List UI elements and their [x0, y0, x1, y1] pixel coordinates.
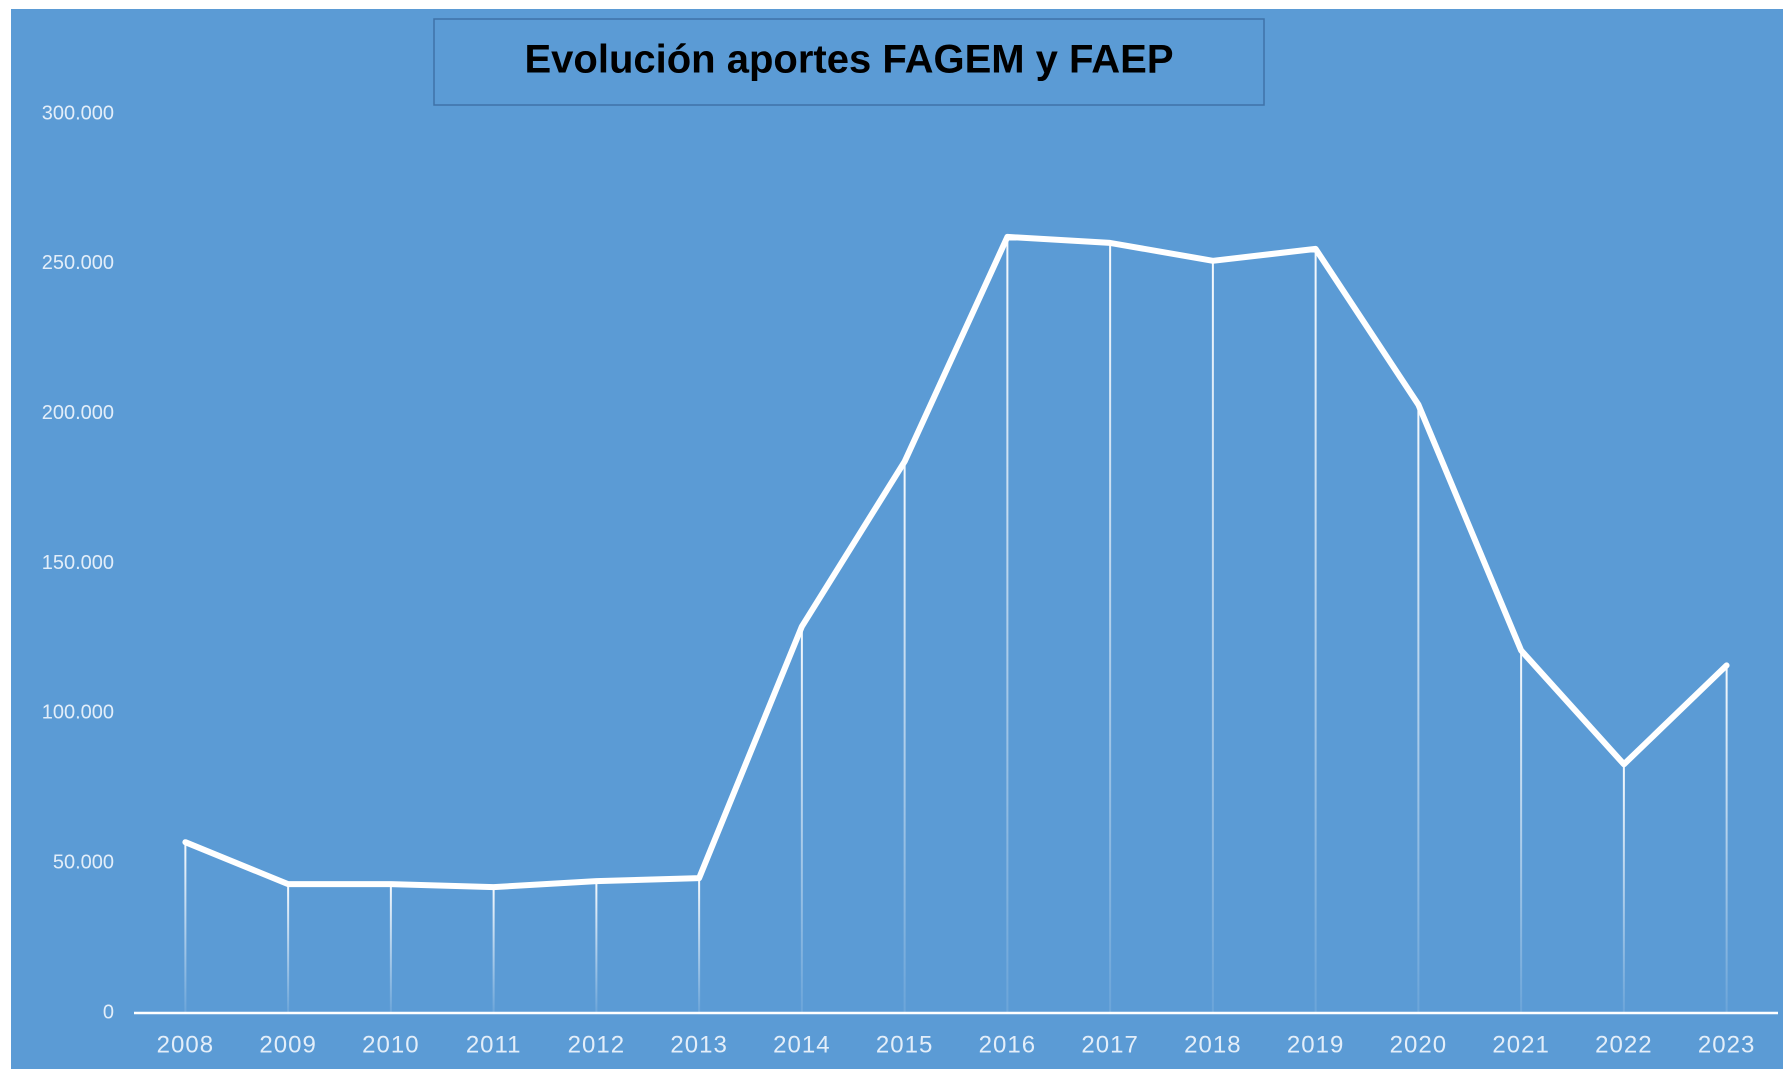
x-tick-label: 2012 — [568, 1031, 625, 1058]
y-tick-label: 50.000 — [53, 851, 114, 873]
x-tick-label: 2019 — [1287, 1031, 1344, 1058]
chart-title: Evolución aportes FAGEM y FAEP — [524, 38, 1173, 82]
y-tick-label: 150.000 — [42, 552, 114, 574]
drop-line — [903, 461, 906, 1013]
x-tick-label: 2023 — [1698, 1031, 1755, 1058]
drop-line — [1211, 260, 1214, 1013]
x-tick-label: 2017 — [1081, 1031, 1138, 1058]
drop-line — [1417, 404, 1420, 1014]
drop-line — [1520, 650, 1523, 1013]
drop-line — [1006, 236, 1009, 1013]
y-tick-label: 300.000 — [42, 102, 114, 124]
x-tick-label: 2008 — [157, 1031, 214, 1058]
drop-line — [1109, 242, 1112, 1013]
drop-line — [492, 887, 495, 1013]
drop-line — [1725, 665, 1728, 1013]
drop-line — [595, 881, 598, 1013]
drop-line — [1622, 764, 1625, 1013]
drop-line — [287, 884, 290, 1013]
drop-line — [1314, 248, 1317, 1014]
x-tick-label: 2018 — [1184, 1031, 1241, 1058]
x-tick-label: 2009 — [259, 1031, 316, 1058]
x-tick-label: 2011 — [466, 1031, 522, 1058]
data-line — [182, 233, 1730, 891]
x-tick-label: 2021 — [1492, 1031, 1549, 1058]
y-tick-label: 100.000 — [42, 702, 114, 724]
drop-line — [800, 626, 803, 1013]
x-tick-label: 2016 — [979, 1031, 1036, 1058]
y-tick-label: 250.000 — [42, 252, 114, 274]
x-tick-label: 2015 — [876, 1031, 933, 1058]
drop-line — [698, 878, 701, 1013]
x-tick-label: 2022 — [1595, 1031, 1652, 1058]
y-tick-label: 200.000 — [42, 402, 114, 424]
x-tick-label: 2013 — [670, 1031, 727, 1058]
title-box — [433, 18, 1265, 106]
x-tick-label: 2010 — [362, 1031, 419, 1058]
drop-line — [389, 884, 392, 1013]
y-tick-label: 0 — [103, 1001, 114, 1023]
chart-background — [11, 9, 1783, 1069]
drop-line — [184, 842, 187, 1013]
x-tick-label: 2020 — [1390, 1031, 1447, 1058]
x-tick-label: 2014 — [773, 1031, 830, 1058]
